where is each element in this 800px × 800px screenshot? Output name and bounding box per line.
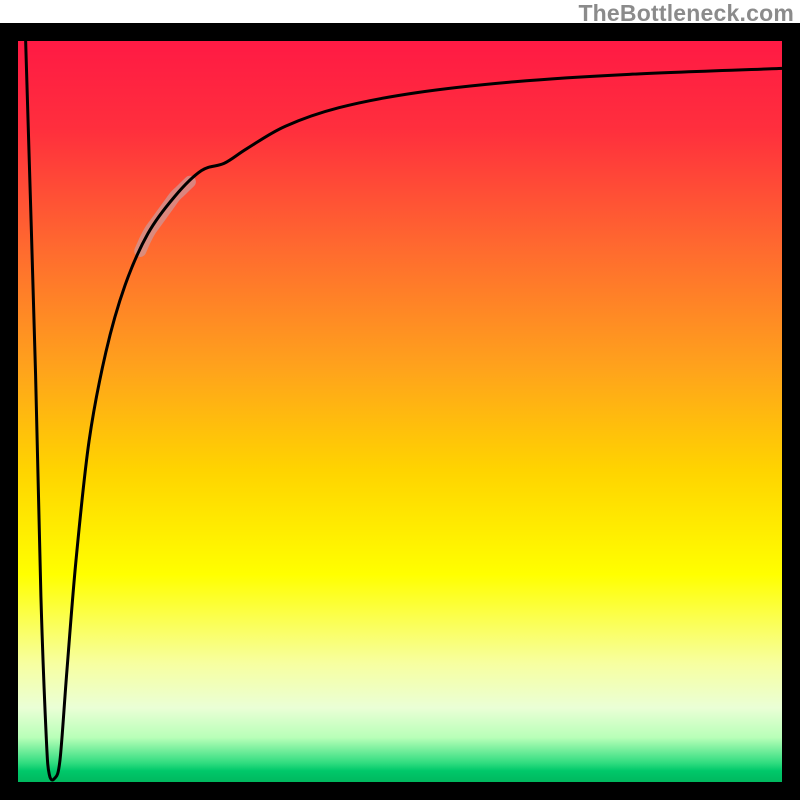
bottleneck-chart [0,0,800,800]
plot-background [18,41,782,782]
watermark-text: TheBottleneck.com [578,0,794,27]
